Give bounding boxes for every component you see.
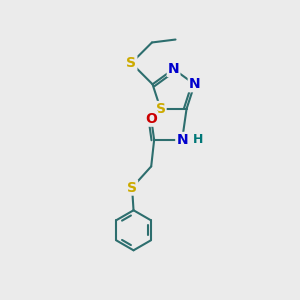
Text: O: O <box>145 112 157 126</box>
Text: S: S <box>127 181 137 195</box>
Text: N: N <box>168 62 179 76</box>
Text: S: S <box>126 56 136 70</box>
Text: H: H <box>193 134 203 146</box>
Text: S: S <box>156 102 166 116</box>
Text: N: N <box>189 77 200 91</box>
Text: N: N <box>176 133 188 147</box>
